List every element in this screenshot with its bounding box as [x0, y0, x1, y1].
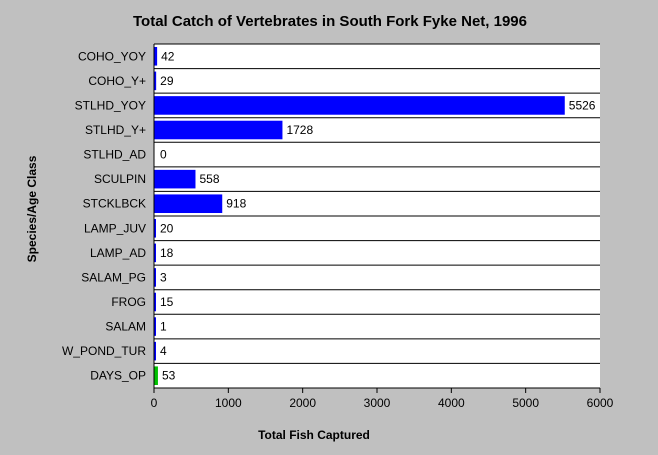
bar — [154, 366, 158, 385]
data-label: 918 — [226, 197, 246, 211]
x-tick-label: 1000 — [215, 396, 242, 410]
x-axis-title: Total Fish Captured — [258, 428, 370, 442]
data-label: 4 — [160, 344, 167, 358]
data-label: 15 — [160, 295, 174, 309]
category-label: DAYS_OP — [90, 369, 146, 383]
bar — [154, 71, 157, 91]
bar — [154, 120, 283, 140]
x-tick-label: 0 — [151, 396, 158, 410]
category-label: STLHD_AD — [83, 148, 146, 162]
bar — [154, 341, 156, 361]
category-label: SCULPIN — [94, 172, 146, 186]
category-label: STCKLBCK — [83, 197, 146, 211]
category-label: SALAM_PG — [81, 270, 146, 284]
category-label: LAMP_AD — [90, 246, 146, 260]
category-label: SALAM — [105, 320, 146, 334]
bar — [154, 194, 223, 213]
data-label: 0 — [160, 148, 167, 162]
y-axis-title: Species/Age Class — [25, 155, 39, 262]
category-label: FROG — [111, 295, 146, 309]
data-label: 29 — [160, 74, 174, 88]
bar — [154, 292, 156, 312]
bar — [154, 268, 156, 287]
data-label: 20 — [160, 221, 174, 235]
bar — [154, 47, 158, 66]
bar — [154, 317, 156, 336]
bars — [154, 47, 565, 385]
x-tick-label: 3000 — [364, 396, 391, 410]
data-label: 53 — [162, 369, 176, 383]
category-label: COHO_Y+ — [88, 74, 146, 88]
data-label: 18 — [160, 246, 174, 260]
category-label: STLHD_Y+ — [85, 123, 146, 137]
chart-title: Total Catch of Vertebrates in South Fork… — [133, 13, 527, 30]
x-tick-label: 2000 — [289, 396, 316, 410]
data-label: 5526 — [569, 98, 596, 112]
bar — [154, 243, 156, 263]
data-labels: 42 29 5526 1728 0 558 918 20 18 3 15 1 4 53 — [160, 49, 596, 382]
x-axis: 0 1000 2000 3000 4000 5000 6000 — [151, 44, 614, 410]
bar — [154, 169, 196, 189]
category-label: COHO_YOY — [78, 49, 146, 63]
data-label: 1728 — [286, 123, 313, 137]
data-label: 3 — [160, 270, 167, 284]
data-label: 1 — [160, 320, 167, 334]
data-label: 558 — [199, 172, 219, 186]
x-tick-label: 4000 — [438, 396, 465, 410]
data-label: 42 — [161, 49, 175, 63]
x-tick-label: 6000 — [587, 396, 614, 410]
category-labels: COHO_YOY COHO_Y+ STLHD_YOY STLHD_Y+ STLHD_AD… — [62, 49, 146, 382]
bar — [154, 219, 156, 238]
category-label: W_POND_TUR — [62, 344, 146, 358]
bar — [154, 96, 565, 115]
category-label: STLHD_YOY — [75, 98, 146, 112]
x-tick-label: 5000 — [512, 396, 539, 410]
category-label: LAMP_JUV — [84, 221, 146, 235]
